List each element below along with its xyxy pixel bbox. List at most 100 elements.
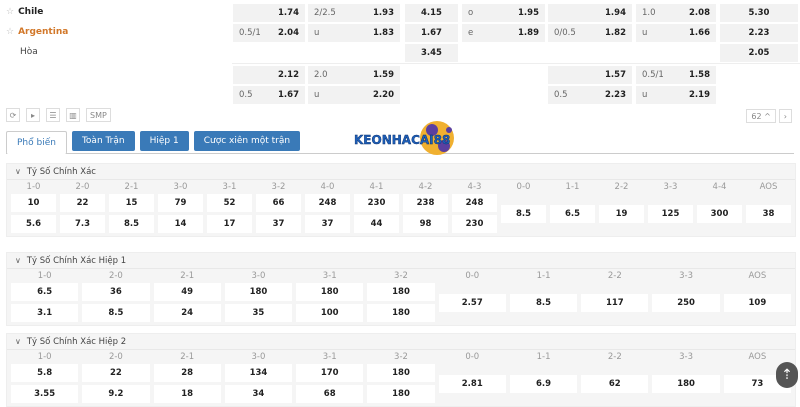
odds-cell[interactable]: 248 bbox=[452, 194, 497, 212]
odds-cell[interactable]: 180 bbox=[367, 364, 435, 382]
odds-cell[interactable]: 0.5/1 1.58 bbox=[636, 66, 716, 84]
odds-cell[interactable]: 1.0 2.08 bbox=[636, 4, 716, 22]
odds-cell[interactable]: 230 bbox=[452, 215, 497, 233]
odds-cell[interactable]: 19 bbox=[599, 204, 644, 223]
section-header[interactable]: ∨ Tỷ Số Chính Xác bbox=[7, 164, 795, 180]
odds-cell[interactable]: 98 bbox=[403, 215, 448, 233]
odds-cell[interactable]: 37 bbox=[305, 215, 350, 233]
chevron-down-icon[interactable]: ∨ bbox=[15, 167, 21, 176]
section-header[interactable]: ∨ Tỷ Số Chính Xác Hiệp 2 bbox=[7, 334, 795, 350]
odds-cell[interactable]: 52 bbox=[207, 194, 252, 212]
odds-cell[interactable]: 17 bbox=[207, 215, 252, 233]
odds-cell[interactable]: u 2.19 bbox=[636, 86, 716, 104]
odds-cell[interactable]: 2.05 bbox=[720, 44, 798, 62]
odds-cell[interactable]: 2.81 bbox=[438, 374, 506, 393]
odds-cell[interactable]: 3.45 bbox=[405, 44, 458, 62]
odds-cell[interactable]: u 2.20 bbox=[308, 86, 400, 104]
odds-cell[interactable]: 44 bbox=[354, 215, 399, 233]
odds-cell[interactable]: 79 bbox=[158, 194, 203, 212]
odds-cell[interactable]: 0/0.5 1.82 bbox=[548, 24, 632, 42]
odds-cell[interactable]: 66 bbox=[256, 194, 301, 212]
odds-cell[interactable]: 4.15 bbox=[405, 4, 458, 22]
odds-cell[interactable]: 24 bbox=[153, 304, 221, 322]
odds-cell[interactable]: 34 bbox=[224, 385, 293, 403]
odds-cell[interactable]: 0.5 2.23 bbox=[548, 86, 632, 104]
odds-cell[interactable]: 3.1 bbox=[11, 304, 79, 322]
odds-cell[interactable]: 117 bbox=[581, 293, 649, 312]
odds-cell[interactable]: 73 bbox=[723, 374, 791, 393]
odds-cell[interactable]: 300 bbox=[697, 204, 742, 223]
odds-cell[interactable]: 8.5 bbox=[109, 215, 154, 233]
odds-cell[interactable]: 1.74 bbox=[233, 4, 305, 22]
odds-cell[interactable]: 38 bbox=[746, 204, 791, 223]
odds-cell[interactable]: 248 bbox=[305, 194, 350, 212]
odds-cell[interactable]: 22 bbox=[60, 194, 105, 212]
odds-cell[interactable]: 0.5/1 2.04 bbox=[233, 24, 305, 42]
odds-cell[interactable]: 180 bbox=[367, 304, 435, 322]
odds-cell[interactable]: 8.5 bbox=[82, 304, 150, 322]
odds-cell[interactable]: 8.5 bbox=[509, 293, 578, 312]
odds-cell[interactable]: 2.0 1.59 bbox=[308, 66, 400, 84]
odds-cell[interactable]: 1.57 bbox=[548, 66, 632, 84]
list-icon[interactable]: ☰ bbox=[46, 108, 60, 122]
chevron-down-icon[interactable]: ∨ bbox=[15, 337, 21, 346]
odds-cell[interactable]: 180 bbox=[296, 283, 364, 301]
star-icon[interactable]: ☆ bbox=[6, 27, 15, 37]
odds-cell[interactable]: 2.12 bbox=[233, 66, 305, 84]
odds-cell[interactable]: 6.5 bbox=[550, 204, 595, 223]
odds-cell[interactable]: 28 bbox=[153, 364, 221, 382]
scroll-to-top-button[interactable]: ⇡ bbox=[776, 362, 798, 388]
odds-cell[interactable]: o 1.95 bbox=[462, 4, 545, 22]
odds-cell[interactable]: 6.9 bbox=[509, 374, 578, 393]
smp-button[interactable]: SMP bbox=[86, 108, 111, 122]
tab-1[interactable]: Toàn Trận bbox=[71, 131, 135, 151]
odds-cell[interactable]: 125 bbox=[648, 204, 693, 223]
refresh-icon[interactable]: ⟳ bbox=[6, 108, 20, 122]
odds-cell[interactable]: 238 bbox=[403, 194, 448, 212]
odds-cell[interactable]: 18 bbox=[153, 385, 221, 403]
odds-cell[interactable]: 14 bbox=[158, 215, 203, 233]
odds-cell[interactable]: 134 bbox=[224, 364, 293, 382]
odds-cell[interactable]: 9.2 bbox=[82, 385, 150, 403]
odds-cell[interactable]: 35 bbox=[224, 304, 293, 322]
odds-cell[interactable]: 109 bbox=[723, 293, 791, 312]
odds-cell[interactable]: e 1.89 bbox=[462, 24, 545, 42]
odds-cell[interactable]: 180 bbox=[652, 374, 720, 393]
odds-cell[interactable]: 180 bbox=[224, 283, 293, 301]
odds-cell[interactable]: 5.6 bbox=[11, 215, 56, 233]
odds-cell[interactable]: 49 bbox=[153, 283, 221, 301]
page-up-button[interactable]: 62 ^ bbox=[746, 109, 776, 123]
odds-cell[interactable]: 22 bbox=[82, 364, 150, 382]
play-icon[interactable]: ▸ bbox=[26, 108, 40, 122]
odds-cell[interactable]: 2.57 bbox=[438, 293, 506, 312]
tab-2[interactable]: Hiệp 1 bbox=[139, 131, 189, 151]
section-header[interactable]: ∨ Tỷ Số Chính Xác Hiệp 1 bbox=[7, 253, 795, 269]
odds-cell[interactable]: 5.8 bbox=[11, 364, 79, 382]
odds-cell[interactable]: 250 bbox=[652, 293, 720, 312]
odds-cell[interactable]: 230 bbox=[354, 194, 399, 212]
odds-cell[interactable]: 180 bbox=[367, 283, 435, 301]
odds-cell[interactable]: 6.5 bbox=[11, 283, 79, 301]
odds-cell[interactable]: 2.23 bbox=[720, 24, 798, 42]
chevron-down-icon[interactable]: ∨ bbox=[15, 256, 21, 265]
odds-cell[interactable]: 15 bbox=[109, 194, 154, 212]
star-icon[interactable]: ☆ bbox=[6, 7, 15, 17]
odds-cell[interactable]: 180 bbox=[367, 385, 435, 403]
odds-cell[interactable]: 170 bbox=[296, 364, 364, 382]
odds-cell[interactable]: 1.94 bbox=[548, 4, 632, 22]
stats-icon[interactable]: ▥ bbox=[66, 108, 80, 122]
odds-cell[interactable]: 5.30 bbox=[720, 4, 798, 22]
next-icon[interactable]: › bbox=[778, 109, 792, 123]
odds-cell[interactable]: 62 bbox=[581, 374, 649, 393]
tab-3[interactable]: Cược xiên một trận bbox=[193, 131, 301, 151]
odds-cell[interactable]: 100 bbox=[296, 304, 364, 322]
odds-cell[interactable]: u 1.83 bbox=[308, 24, 400, 42]
odds-cell[interactable]: 3.55 bbox=[11, 385, 79, 403]
odds-cell[interactable]: 0.5 1.67 bbox=[233, 86, 305, 104]
odds-cell[interactable]: u 1.66 bbox=[636, 24, 716, 42]
tab-0[interactable]: Phổ biến bbox=[6, 131, 67, 154]
odds-cell[interactable]: 1.67 bbox=[405, 24, 458, 42]
odds-cell[interactable]: 37 bbox=[256, 215, 301, 233]
odds-cell[interactable]: 36 bbox=[82, 283, 150, 301]
odds-cell[interactable]: 2/2.5 1.93 bbox=[308, 4, 400, 22]
